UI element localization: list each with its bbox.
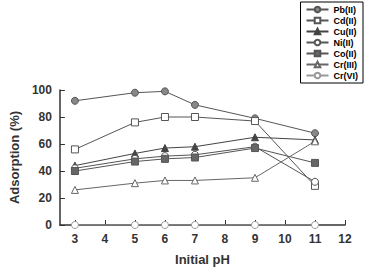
- svg-text:80: 80: [39, 110, 53, 124]
- svg-text:0: 0: [45, 218, 52, 232]
- svg-text:Co(II): Co(II): [334, 49, 357, 59]
- svg-text:8: 8: [222, 232, 229, 246]
- svg-text:Cr(VI): Cr(VI): [334, 71, 359, 81]
- svg-text:7: 7: [192, 232, 199, 246]
- svg-text:Cd(II): Cd(II): [334, 16, 357, 26]
- svg-text:100: 100: [32, 83, 52, 97]
- svg-text:3: 3: [72, 232, 79, 246]
- svg-text:60: 60: [39, 137, 53, 151]
- svg-text:Cu(II): Cu(II): [334, 27, 357, 37]
- svg-text:9: 9: [252, 232, 259, 246]
- svg-text:11: 11: [309, 232, 322, 246]
- svg-text:4: 4: [102, 232, 109, 246]
- svg-text:6: 6: [162, 232, 169, 246]
- svg-text:40: 40: [39, 164, 53, 178]
- svg-text:12: 12: [338, 232, 352, 246]
- svg-text:10: 10: [278, 232, 292, 246]
- svg-text:Cr(III): Cr(III): [334, 60, 358, 70]
- svg-text:Adsorption (%): Adsorption (%): [7, 111, 22, 204]
- svg-text:5: 5: [132, 232, 139, 246]
- svg-text:20: 20: [39, 191, 53, 205]
- svg-text:Pb(II): Pb(II): [334, 5, 357, 15]
- svg-text:Initial pH: Initial pH: [175, 252, 230, 267]
- svg-text:Ni(II): Ni(II): [334, 38, 354, 48]
